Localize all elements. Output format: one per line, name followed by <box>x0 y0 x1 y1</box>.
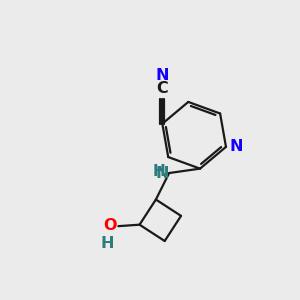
Text: N: N <box>156 68 169 83</box>
Text: H: H <box>100 236 114 250</box>
Text: O: O <box>103 218 117 233</box>
Text: N: N <box>156 166 169 181</box>
Text: H: H <box>153 164 166 179</box>
Text: C: C <box>157 81 168 96</box>
Text: N: N <box>230 140 243 154</box>
